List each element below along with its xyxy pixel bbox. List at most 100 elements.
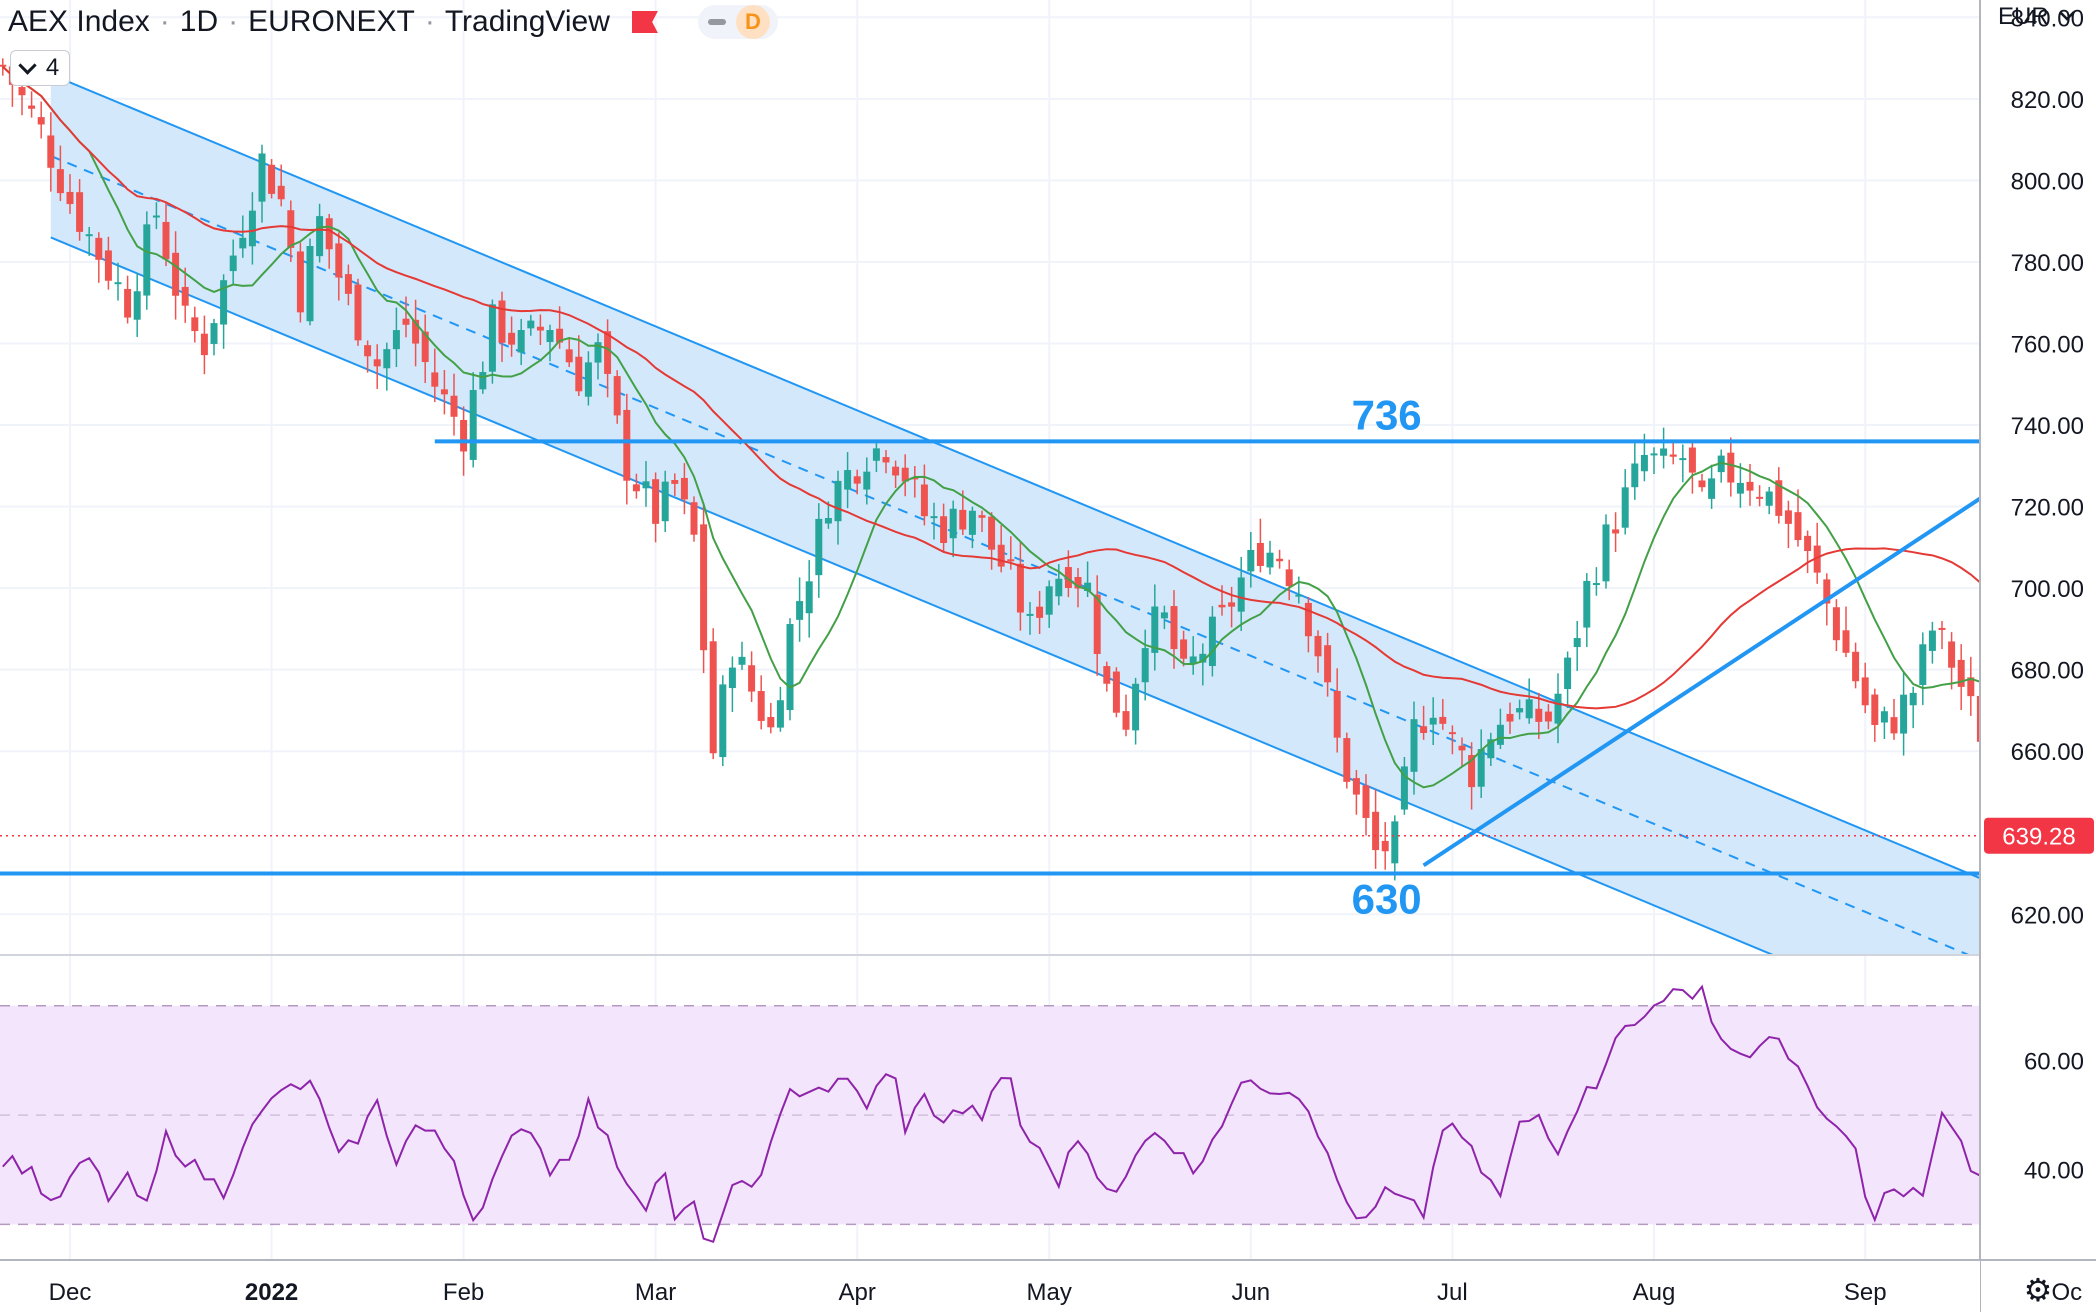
candle-body (1237, 577, 1245, 612)
candle-body (757, 691, 765, 721)
candle-body (1189, 656, 1197, 664)
gear-icon[interactable]: ⚙ (2023, 1272, 2053, 1308)
market-status-pill[interactable]: D (697, 5, 778, 39)
candle-body (460, 419, 468, 452)
flag-icon[interactable] (631, 11, 658, 33)
candle-body (1938, 627, 1946, 630)
candle-body (1074, 576, 1082, 589)
candle-body (632, 484, 640, 492)
candle-body (1871, 694, 1879, 725)
candle-body (1295, 594, 1303, 597)
candle-body (1650, 453, 1658, 456)
candle-body (949, 508, 957, 539)
delayed-badge: D (735, 5, 770, 39)
time-tick-label: Mar (635, 1279, 676, 1306)
candle-body (1256, 542, 1264, 566)
candle-body (652, 479, 660, 524)
candle-body (335, 243, 343, 278)
candle-body (1746, 481, 1754, 491)
candle-body (1506, 713, 1514, 722)
candle-body (1832, 607, 1840, 641)
time-tick-label: Dec (49, 1279, 92, 1306)
candle-body (0, 64, 7, 67)
candle-body (1592, 583, 1600, 586)
candle-body (1544, 711, 1552, 722)
candle-body (1093, 594, 1101, 655)
candle-body (556, 328, 564, 343)
candle-body (1055, 578, 1063, 597)
moving-average-line (2, 65, 1980, 710)
last-price-label: 639.28 (2002, 824, 2075, 851)
price-tick-label: 700.00 (2011, 576, 2084, 603)
candle-body (527, 320, 535, 329)
candle-body (1900, 694, 1908, 734)
candle-body (498, 300, 506, 343)
price-tick-label: 800.00 (2011, 168, 2084, 195)
price-tick-label: 720.00 (2011, 495, 2084, 522)
candle-body (940, 516, 948, 543)
candle-body (143, 224, 151, 296)
time-tick-label: Jun (1231, 1279, 1270, 1306)
symbol-name[interactable]: AEX Index (8, 5, 150, 38)
header-separator: · (424, 5, 435, 38)
candle-body (700, 524, 708, 651)
candle-body (1660, 448, 1668, 456)
candle-body (642, 481, 650, 489)
time-tick-label: Aug (1633, 1279, 1676, 1306)
candle-body (1160, 612, 1168, 619)
candle-body (1573, 638, 1581, 648)
candle-body (661, 481, 669, 522)
candle-body (210, 323, 218, 344)
candle-body (796, 601, 804, 620)
candle-body (1736, 482, 1744, 494)
candle-body (18, 87, 26, 96)
candle-body (536, 326, 544, 331)
indicators-toggle-button[interactable]: 4 (10, 50, 70, 86)
time-axis (0, 1260, 1980, 1312)
candle-body (1564, 657, 1572, 690)
chevron-down-icon (2059, 11, 2075, 21)
candle-body (882, 457, 890, 463)
candle-body (469, 390, 477, 460)
candle-body (450, 395, 458, 417)
candle-body (1112, 671, 1120, 713)
time-tick-label: Oc (2051, 1279, 2082, 1306)
candle-body (911, 477, 919, 480)
rsi-tick-label: 60.00 (2024, 1048, 2084, 1075)
candle-body (1525, 699, 1533, 719)
candle-body (1084, 582, 1092, 592)
moving-averages (2, 65, 1980, 789)
candle-body (805, 581, 813, 614)
candle-body (1823, 579, 1831, 604)
candle-body (1813, 545, 1821, 573)
candle-body (1026, 613, 1034, 616)
candle-body (517, 330, 525, 353)
candle-body (1170, 606, 1178, 650)
candle-body (440, 389, 448, 395)
candle-body (181, 286, 189, 306)
candle-body (1919, 644, 1927, 685)
candle-body (344, 274, 352, 294)
candle-body (604, 331, 612, 374)
candle-body (1266, 552, 1274, 568)
candles (0, 58, 2032, 881)
candle-body (1784, 510, 1792, 524)
candle-body (1708, 478, 1716, 499)
candle-body (1612, 529, 1620, 534)
candle-body (546, 330, 554, 343)
candle-body (28, 105, 36, 109)
candle-body (1304, 602, 1312, 637)
interval-label[interactable]: 1D (179, 5, 219, 38)
time-tick-label: 2022 (245, 1279, 298, 1306)
level-label: 736 (1352, 391, 1422, 438)
candle-body (824, 518, 832, 524)
candle-body (479, 372, 487, 390)
candle-body (1516, 708, 1524, 713)
candle-body (354, 284, 362, 341)
candle-body (834, 480, 842, 522)
candle-body (1861, 677, 1869, 706)
candle-body (1439, 716, 1447, 724)
candle-body (1496, 724, 1504, 745)
price-tick-label: 620.00 (2011, 902, 2084, 929)
